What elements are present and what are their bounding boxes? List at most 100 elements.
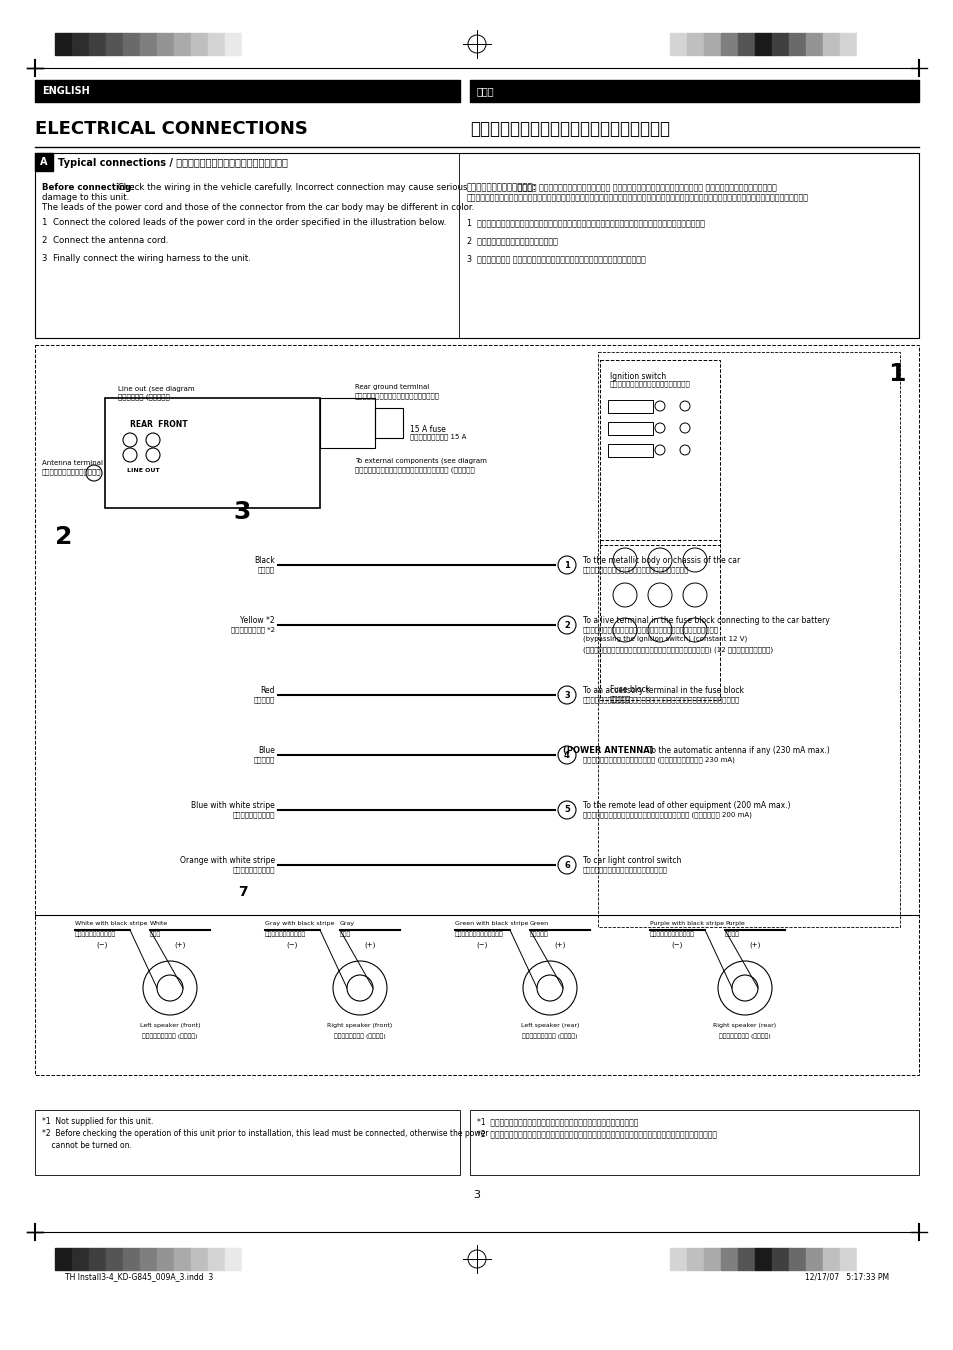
Text: (+): (+) <box>748 941 760 948</box>
Bar <box>225 32 242 55</box>
Text: การเชื่อมโลยใช้ไฟฟ้า: การเชื่อมโลยใช้ไฟฟ้า <box>470 120 669 138</box>
Text: การเชื่อมต่อที่ไม่ถูกต้องอาจทำให้เกิดความเสียหายอย่างรุนแรงแก่อุปกรณ์นี้: การเชื่อมต่อที่ไม่ถูกต้องอาจทำให้เกิดควา… <box>467 193 808 202</box>
Bar <box>89 1247 106 1270</box>
Text: 12/17/07   5:17:33 PM: 12/17/07 5:17:33 PM <box>804 1272 888 1281</box>
Bar <box>242 1247 258 1270</box>
Text: White: White <box>150 921 168 926</box>
Text: 1  Connect the colored leads of the power cord in the order specified in the ill: 1 Connect the colored leads of the power… <box>42 217 446 227</box>
Bar <box>123 1247 140 1270</box>
Text: ฟิวส์: ฟิวส์ <box>609 695 631 702</box>
Bar <box>71 32 89 55</box>
Text: (−): (−) <box>671 941 682 948</box>
Bar <box>669 32 686 55</box>
Text: 5: 5 <box>563 806 569 814</box>
Text: เทา: เทา <box>339 931 351 937</box>
Bar <box>208 1247 225 1270</box>
Bar <box>771 32 788 55</box>
Text: ลำโพงขวา (หน้า): ลำโพงขวา (หน้า) <box>334 1033 385 1038</box>
Text: Blue: Blue <box>258 747 274 755</box>
Text: Antenna terminal: Antenna terminal <box>42 460 103 466</box>
Text: (−): (−) <box>286 941 297 948</box>
Text: สีเทาเส้นดำ: สีเทาเส้นดำ <box>265 931 306 937</box>
Text: *1  Not supplied for this unit.: *1 Not supplied for this unit. <box>42 1116 153 1126</box>
Text: 6: 6 <box>563 860 569 869</box>
Text: ENGLISH: ENGLISH <box>42 86 90 96</box>
Text: Orange with white stripe: Orange with white stripe <box>180 856 274 865</box>
Text: จุดต่อสายดินด้านหลัง: จุดต่อสายดินด้านหลัง <box>355 392 439 398</box>
Bar <box>607 444 652 458</box>
Bar <box>788 32 805 55</box>
Bar <box>55 1247 71 1270</box>
Text: สีส้มบนขาว: สีส้มบนขาว <box>233 865 274 872</box>
Text: (+): (+) <box>364 941 375 948</box>
Bar <box>242 32 258 55</box>
Bar <box>35 153 918 338</box>
Bar <box>788 1247 805 1270</box>
Text: 2  เชื่อมต่อสายอากาศ: 2 เชื่อมต่อสายอากาศ <box>467 236 558 244</box>
Text: ต่อกับโลหะหรือโครงสร้างรถ: ต่อกับโลหะหรือโครงสร้างรถ <box>582 566 688 572</box>
Text: ฟิวส์ขนาด 15 A: ฟิวส์ขนาด 15 A <box>410 433 466 440</box>
Text: To the remote lead of other equipment (200 mA max.): To the remote lead of other equipment (2… <box>582 801 790 810</box>
Text: 3: 3 <box>563 690 569 699</box>
Text: TH Install3-4_KD-G845_009A_3.indd  3: TH Install3-4_KD-G845_009A_3.indd 3 <box>65 1272 213 1281</box>
Text: 2: 2 <box>55 525 72 549</box>
Bar <box>669 1247 686 1270</box>
Text: สีฟ้า: สีฟ้า <box>253 756 274 763</box>
Bar <box>754 32 771 55</box>
Text: 2  Connect the antenna cord.: 2 Connect the antenna cord. <box>42 236 169 244</box>
Bar <box>720 1247 738 1270</box>
Text: 3: 3 <box>473 1189 480 1200</box>
Text: Green: Green <box>530 921 549 926</box>
Text: ต่อใช้กับอุปกรณ์ภายนอก (ดูผัง: ต่อใช้กับอุปกรณ์ภายนอก (ดูผัง <box>355 466 475 472</box>
Text: Purple: Purple <box>724 921 744 926</box>
Bar <box>720 32 738 55</box>
Text: ต่อกับขั้วต่อที่มีไฟในฟิวส์บล็อค: ต่อกับขั้วต่อที่มีไฟในฟิวส์บล็อค <box>582 626 719 633</box>
Bar <box>686 1247 703 1270</box>
Bar <box>173 32 191 55</box>
Text: เขียว: เขียว <box>530 931 548 937</box>
Text: 3  สุดท้าย ต่อสายควบคุมให้กับชุดอุปกรณ์: 3 สุดท้าย ต่อสายควบคุมให้กับชุดอุปกรณ์ <box>467 254 645 263</box>
Bar <box>319 398 375 448</box>
Text: Gray: Gray <box>339 921 355 926</box>
Bar <box>470 80 918 103</box>
Text: White with black stripe: White with black stripe <box>75 921 148 926</box>
Bar <box>157 1247 173 1270</box>
Text: Gray with black stripe: Gray with black stripe <box>265 921 334 926</box>
Text: สวิตช์สตาร์ตเครื่อง: สวิตช์สตาร์ตเครื่อง <box>609 379 690 386</box>
Text: ต่อกับขั้วต่ออุปกรณ์เสริมในฟิวส์บล็อค: ต่อกับขั้วต่ออุปกรณ์เสริมในฟิวส์บล็อค <box>582 697 740 702</box>
Text: จุดต่อสายอากาศ: จุดต่อสายอากาศ <box>42 468 101 475</box>
Bar <box>105 398 319 508</box>
Text: *1  ไม่ได้ให้มาพร้อมกับชุดอุปกรณ์นี้: *1 ไม่ได้ให้มาพร้อมกับชุดอุปกรณ์นี้ <box>476 1116 638 1126</box>
Text: Right speaker (front): Right speaker (front) <box>327 1023 393 1027</box>
Bar <box>89 32 106 55</box>
Text: cannot be turned on.: cannot be turned on. <box>42 1141 132 1150</box>
Bar <box>140 1247 157 1270</box>
Bar <box>771 1247 788 1270</box>
Text: Ignition switch: Ignition switch <box>609 373 665 381</box>
Text: สีเขียวเส้นดำ: สีเขียวเส้นดำ <box>455 931 503 937</box>
Bar <box>738 32 754 55</box>
Text: ลำโพงขวา (หลัง): ลำโพงขวา (หลัง) <box>719 1033 770 1038</box>
Text: Fuse block: Fuse block <box>609 684 650 694</box>
Text: Typical connections / การเชื่อมต่อแบบปกติ: Typical connections / การเชื่อมต่อแบบปกต… <box>58 158 288 167</box>
Text: Right speaker (rear): Right speaker (rear) <box>713 1023 776 1027</box>
Text: สวิตช์ควบคุมไฟรถยนต์: สวิตช์ควบคุมไฟรถยนต์ <box>582 865 667 872</box>
Bar <box>106 1247 123 1270</box>
Text: สัญญาณ (ดูผัง: สัญญาณ (ดูผัง <box>118 393 170 400</box>
Bar <box>686 32 703 55</box>
Bar <box>157 32 173 55</box>
Text: 1: 1 <box>887 362 904 386</box>
Text: To an accessory terminal in the fuse block: To an accessory terminal in the fuse blo… <box>582 686 743 695</box>
Text: Red: Red <box>260 686 274 695</box>
Bar <box>35 1110 459 1174</box>
Text: (POWER ANTENNA): (POWER ANTENNA) <box>562 747 653 755</box>
Bar <box>599 540 720 701</box>
Bar <box>55 32 71 55</box>
Text: 3: 3 <box>233 500 250 524</box>
Text: Before connecting:: Before connecting: <box>42 184 134 192</box>
Text: (−): (−) <box>476 941 487 948</box>
Bar <box>598 352 899 927</box>
Text: Line out (see diagram: Line out (see diagram <box>118 385 194 391</box>
Bar <box>470 1110 918 1174</box>
Bar <box>191 1247 208 1270</box>
